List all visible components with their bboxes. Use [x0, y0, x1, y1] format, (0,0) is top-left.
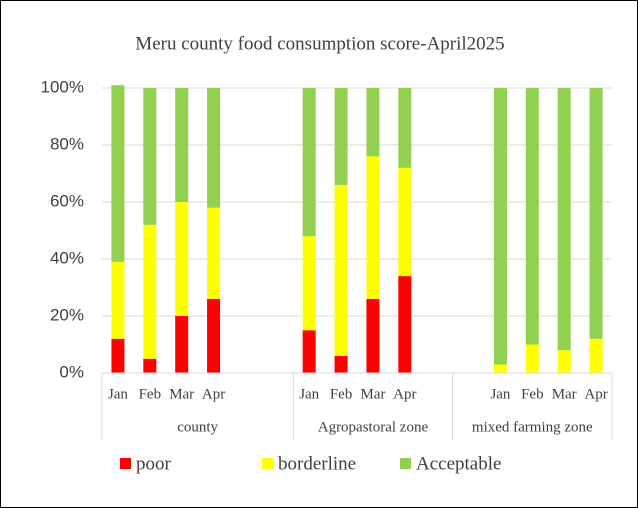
bar-segment [302, 330, 316, 373]
bar-segment [366, 88, 380, 157]
bar-segment [207, 298, 221, 373]
bar-segment [366, 298, 380, 373]
x-tick-label: Mar [169, 386, 194, 402]
x-tick-label: Feb [521, 386, 544, 402]
x-tick-label: Jan [490, 386, 510, 402]
legend-label: Acceptable [416, 453, 501, 474]
x-tick-label: Mar [360, 386, 385, 402]
chart-title: Meru county food consumption score-April… [135, 33, 504, 54]
bar-segment [175, 316, 189, 373]
bar-segment [111, 338, 125, 373]
y-tick-label: 80% [50, 134, 84, 153]
bar-segment [398, 167, 412, 277]
bar-segment [143, 224, 157, 359]
bar-segment [398, 276, 412, 373]
bar-segment [175, 88, 189, 202]
legend-swatch [262, 458, 273, 469]
x-tick-label: Apr [393, 386, 416, 402]
group-label: mixed farming zone [472, 419, 593, 435]
group-label: county [177, 419, 218, 435]
bar-segment [334, 355, 348, 373]
bar-segment [334, 88, 348, 185]
bar-segment [207, 207, 221, 299]
bar-segment [302, 236, 316, 331]
x-tick-label: Feb [330, 386, 353, 402]
bar-segment [111, 261, 125, 339]
bar-segment [207, 88, 221, 208]
bar-segment [589, 88, 603, 339]
bar-segment [525, 88, 539, 345]
x-tick-label: Mar [552, 386, 577, 402]
x-tick-label: Jan [299, 386, 319, 402]
bar-segment [366, 156, 380, 299]
x-tick-label: Apr [584, 386, 607, 402]
x-tick-label: Feb [139, 386, 162, 402]
bar-segment [557, 350, 571, 373]
bar-segment [589, 338, 603, 373]
y-tick-label: 60% [50, 191, 84, 210]
bar-segment [398, 88, 412, 168]
bar-segment [493, 364, 507, 373]
legend-label: borderline [278, 453, 356, 474]
legend-label: poor [136, 453, 172, 474]
x-tick-label: Apr [202, 386, 225, 402]
legend-swatch [120, 458, 131, 469]
bar-segment [143, 88, 157, 225]
bar-segment [557, 88, 571, 351]
x-tick-label: Jan [108, 386, 128, 402]
y-tick-label: 40% [50, 248, 84, 267]
bar-segment [143, 358, 157, 373]
bar-segment [525, 344, 539, 373]
y-tick-label: 100% [41, 77, 84, 96]
y-tick-label: 20% [50, 305, 84, 324]
legend-swatch [400, 458, 411, 469]
bar-segment [111, 85, 125, 262]
bar-segment [175, 202, 189, 316]
bar-segment [302, 88, 316, 237]
group-label: Agropastoral zone [318, 419, 429, 435]
y-tick-label: 0% [59, 362, 84, 381]
bar-segment [334, 184, 348, 356]
bar-segment [493, 88, 507, 365]
